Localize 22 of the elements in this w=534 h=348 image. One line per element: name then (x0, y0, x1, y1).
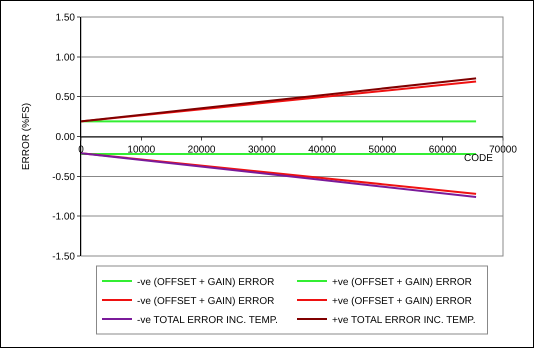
y-axis-title: ERROR (%FS) (21, 102, 32, 170)
x-tick-label: 40000 (308, 144, 336, 156)
y-tick-label: -1.00 (52, 212, 76, 223)
y-tick-label: 1.50 (56, 12, 76, 24)
legend-label: +ve (OFFSET + GAIN) ERROR (332, 276, 472, 288)
y-tick-label: -0.50 (52, 172, 76, 183)
legend-label: +ve (OFFSET + GAIN) ERROR (332, 296, 472, 307)
x-tick-label: 60000 (428, 144, 458, 156)
y-tick-label: 0.00 (56, 132, 76, 143)
legend-label: -ve (OFFSET + GAIN) ERROR (137, 296, 274, 307)
x-tick-label: 20000 (188, 144, 216, 156)
x-tick-label: 30000 (248, 144, 276, 156)
legend-label: -ve (OFFSET + GAIN) ERROR (137, 276, 274, 288)
x-tick-label: 50000 (368, 144, 397, 156)
legend-label: -ve TOTAL ERROR INC. TEMP. (137, 314, 278, 326)
y-tick-label: 1.00 (56, 52, 76, 64)
x-tick-label: 70000 (489, 144, 518, 156)
y-tick-label: -1.50 (52, 252, 76, 262)
x-tick-label: 10000 (127, 144, 156, 156)
legend-label: +ve TOTAL ERROR INC. TEMP. (332, 314, 476, 326)
x-axis-title: CODE (464, 153, 494, 164)
y-tick-label: 0.50 (56, 92, 76, 104)
